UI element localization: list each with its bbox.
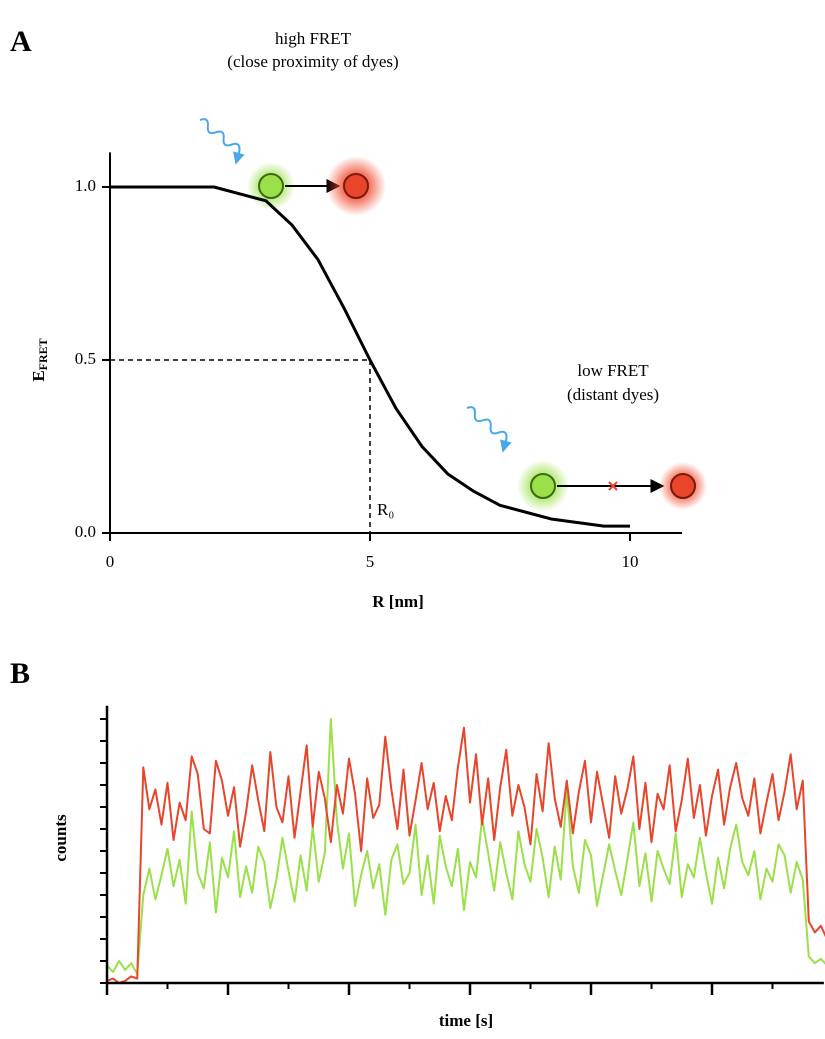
y-tick-label: 0.0 (75, 522, 96, 541)
low-fret-icon (466, 406, 707, 512)
annotation: low FRET (577, 361, 649, 380)
y-axis-label: EFRET (29, 338, 50, 381)
y-tick-label: 1.0 (75, 176, 96, 195)
data-line (106, 718, 825, 976)
panel-label: A (10, 25, 32, 58)
x-tick-label: 10 (622, 552, 639, 571)
x-axis-label: time [s] (439, 1011, 493, 1030)
y-axis-label: counts (51, 814, 70, 862)
reference-label: R₀ (377, 500, 394, 519)
annotation: high FRET (275, 29, 352, 48)
annotation: (distant dyes) (567, 385, 659, 404)
x-tick-label: 0 (106, 552, 115, 571)
high-fret-icon (199, 118, 386, 216)
y-axis-label-main: E (29, 370, 48, 381)
x-tick-label: 5 (366, 552, 375, 571)
annotation: (close proximity of dyes) (227, 52, 398, 71)
data-line (106, 726, 825, 984)
panel-label: B (10, 657, 30, 690)
y-axis-label-sub: FRET (36, 338, 50, 370)
data-line (110, 185, 630, 528)
y-tick-label: 0.5 (75, 349, 96, 368)
x-axis-label: R [nm] (372, 592, 423, 611)
